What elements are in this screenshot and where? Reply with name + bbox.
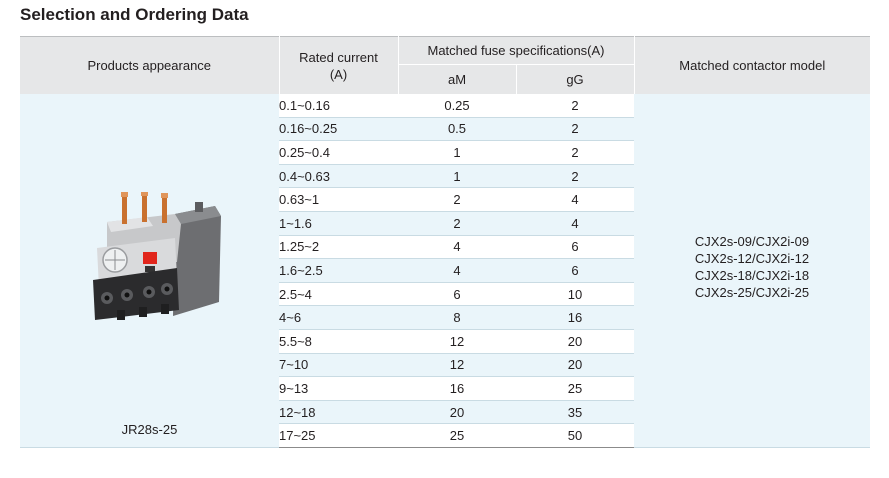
- fuse-gg-cell: 4: [516, 211, 634, 236]
- fuse-gg-cell: 25: [516, 376, 634, 401]
- fuse-gg-cell: 50: [516, 423, 634, 448]
- rated-current-cell: 1~1.6: [279, 211, 398, 236]
- table-row: 17~25 25 50: [20, 423, 870, 448]
- fuse-am-cell: 12: [398, 329, 516, 354]
- table-row: JR28s-25 0.1~0.16 0.25 2 CJX2s-09/CJX2i-09 C…: [20, 94, 870, 448]
- fuse-gg-cell: 2: [516, 117, 634, 142]
- header-rated-current-unit: (A): [329, 66, 348, 82]
- table-row: 4~6 8 16: [20, 305, 870, 330]
- table-row: 0.4~0.63 1 2: [20, 164, 870, 189]
- fuse-gg-cell: 2: [516, 94, 634, 118]
- contactor-model: CJX2s-12/CJX2i-12: [694, 251, 810, 266]
- fuse-am-cell: 25: [398, 423, 516, 448]
- header-rated-current-label: Rated current: [299, 49, 378, 65]
- fuse-gg-cell: 6: [516, 235, 634, 260]
- fuse-am-cell: 2: [398, 211, 516, 236]
- header-products-appearance: Products appearance: [20, 36, 280, 94]
- table-row: 0.25~0.4 1 2: [20, 140, 870, 165]
- rated-current-cell: 1.6~2.5: [279, 258, 398, 283]
- table-row: 5.5~8 12 20: [20, 329, 870, 354]
- fuse-gg-cell: 20: [516, 353, 634, 378]
- fuse-am-cell: 1: [398, 140, 516, 165]
- product-model: JR28s-25: [121, 422, 178, 437]
- relay-product-icon: [93, 192, 221, 320]
- fuse-am-cell: 0.25: [398, 94, 516, 118]
- rated-current-cell: 12~18: [279, 400, 398, 425]
- header-rated-current: Rated current (A): [279, 36, 399, 94]
- fuse-gg-cell: 2: [516, 164, 634, 189]
- fuse-am-cell: 8: [398, 305, 516, 330]
- rated-current-cell: 0.1~0.16: [279, 94, 398, 118]
- table-row: 9~13 16 25: [20, 376, 870, 401]
- table-row: 0.16~0.25 0.5 2: [20, 117, 870, 142]
- fuse-gg-cell: 16: [516, 305, 634, 330]
- rated-current-cell: 5.5~8: [279, 329, 398, 354]
- contactor-model: CJX2s-09/CJX2i-09: [694, 234, 810, 249]
- contactor-list: CJX2s-09/CJX2i-09 CJX2s-12/CJX2i-12 CJX2s-…: [634, 233, 870, 301]
- table-body: JR28s-25 0.1~0.16 0.25 2 CJX2s-09/CJX2i-09 C…: [20, 94, 870, 448]
- rated-current-cell: 7~10: [279, 353, 398, 378]
- table-row: 1.25~2 4 6: [20, 235, 870, 260]
- rated-current-cell: 4~6: [279, 305, 398, 330]
- table-row: 2.5~4 6 10: [20, 282, 870, 307]
- fuse-gg-cell: 2: [516, 140, 634, 165]
- header-matched-fuse: Matched fuse specifications(A): [398, 36, 635, 65]
- page-title: Selection and Ordering Data: [20, 5, 249, 24]
- rated-current-cell: 9~13: [279, 376, 398, 401]
- rated-current-cell: 0.16~0.25: [279, 117, 398, 142]
- table-row: 1~1.6 2 4: [20, 211, 870, 236]
- header-matched-contactor: Matched contactor model: [634, 36, 870, 94]
- fuse-gg-cell: 6: [516, 258, 634, 283]
- fuse-am-cell: 20: [398, 400, 516, 425]
- rated-current-cell: 0.25~0.4: [279, 140, 398, 165]
- table-row: 0.63~1 2 4: [20, 187, 870, 212]
- fuse-am-cell: 2: [398, 187, 516, 212]
- contactor-model: CJX2s-25/CJX2i-25: [694, 285, 810, 300]
- table-row: 12~18 20 35: [20, 400, 870, 425]
- fuse-gg-cell: 4: [516, 187, 634, 212]
- products-appearance-cell: JR28s-25: [20, 94, 279, 448]
- table-row: 7~10 12 20: [20, 353, 870, 378]
- rated-current-cell: 0.63~1: [279, 187, 398, 212]
- fuse-gg-cell: 20: [516, 329, 634, 354]
- fuse-am-cell: 16: [398, 376, 516, 401]
- fuse-am-cell: 4: [398, 235, 516, 260]
- contactor-model: CJX2s-18/CJX2i-18: [694, 268, 810, 283]
- header-am: aM: [398, 64, 517, 94]
- fuse-am-cell: 6: [398, 282, 516, 307]
- rated-current-cell: 17~25: [279, 423, 398, 448]
- header-gg: gG: [516, 64, 635, 94]
- matched-contactor-cell: CJX2s-09/CJX2i-09 CJX2s-12/CJX2i-12 CJX2s-…: [634, 94, 870, 448]
- rated-current-cell: 1.25~2: [279, 235, 398, 260]
- rated-current-cell: 2.5~4: [279, 282, 398, 307]
- fuse-am-cell: 12: [398, 353, 516, 378]
- selection-table: Products appearance Rated current (A) Ma…: [20, 36, 870, 448]
- fuse-am-cell: 1: [398, 164, 516, 189]
- rated-current-cell: 0.4~0.63: [279, 164, 398, 189]
- fuse-am-cell: 0.5: [398, 117, 516, 142]
- table-row: 1.6~2.5 4 6: [20, 258, 870, 283]
- fuse-gg-cell: 35: [516, 400, 634, 425]
- fuse-am-cell: 4: [398, 258, 516, 283]
- fuse-gg-cell: 10: [516, 282, 634, 307]
